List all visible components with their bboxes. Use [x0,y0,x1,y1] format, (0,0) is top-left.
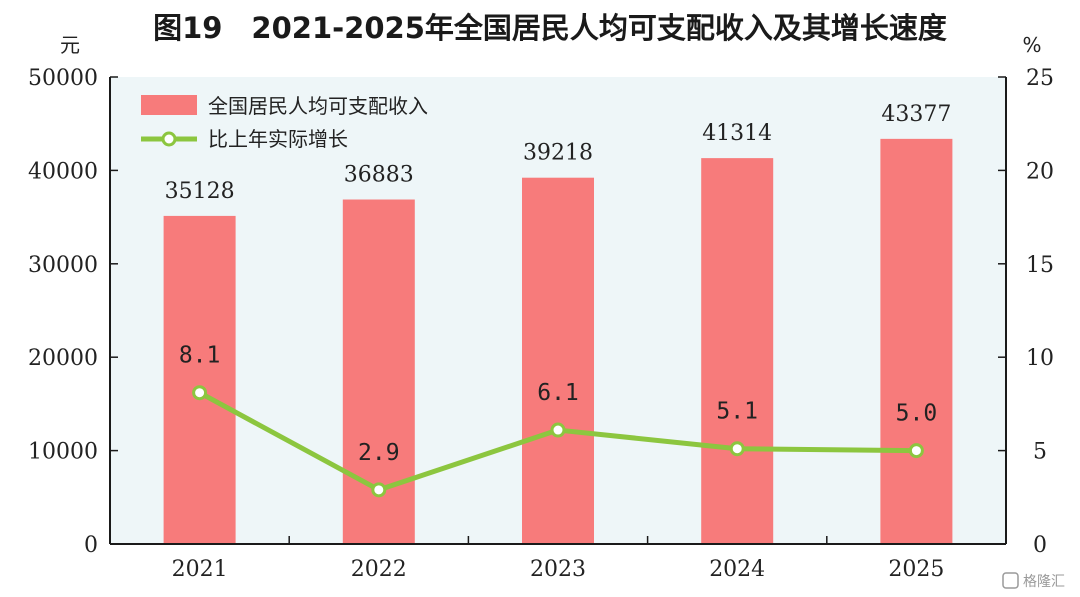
growth-point-label: 2.9 [358,440,400,466]
income-bar-label: 41314 [702,121,772,146]
growth-point [192,385,208,401]
right-tick-label: 5 [1033,440,1047,465]
growth-point [908,443,924,459]
right-tick-label: 0 [1033,533,1047,558]
left-tick-label: 30000 [28,253,98,278]
income-bar-label: 35128 [165,179,235,204]
watermark-text: 格隆汇 [1023,574,1065,590]
right-tick-label: 20 [1026,159,1054,184]
x-tick-label: 2023 [530,557,586,582]
growth-point-label: 5.0 [896,401,938,427]
right-axis-unit: % [1022,33,1041,57]
watermark-icon [1002,572,1019,589]
income-bar [880,138,953,544]
x-tick-label: 2021 [172,557,228,582]
legend: 全国居民人均可支配收入 比上年实际增长 [141,94,428,151]
legend-marker-growth [161,131,177,147]
left-axis-unit: 元 [60,33,80,57]
left-tick-label: 20000 [28,346,98,371]
legend-label-growth: 比上年实际增长 [208,127,348,151]
right-tick-label: 10 [1026,346,1054,371]
right-tick-label: 25 [1026,66,1054,91]
x-tick-label: 2025 [888,557,944,582]
x-tick-label: 2024 [709,557,765,582]
left-tick-label: 0 [84,533,98,558]
left-tick-label: 40000 [28,159,98,184]
income-bar-label: 36883 [344,163,414,188]
left-tick-label: 50000 [28,66,98,91]
income-bar-label: 43377 [881,102,951,127]
watermark: 格隆汇 [1002,572,1065,590]
income-bar [701,158,774,544]
growth-point-label: 6.1 [537,380,579,406]
legend-swatch-income [141,95,197,115]
growth-point-label: 8.1 [179,343,221,369]
chart-title: 图19 2021-2025年全国居民人均可支配收入及其增长速度 [153,11,947,45]
growth-point-label: 5.1 [716,399,758,425]
legend-label-income: 全国居民人均可支配收入 [208,94,428,118]
right-tick-label: 15 [1026,253,1054,278]
income-bar-label: 39218 [523,141,593,166]
growth-point [371,482,387,498]
growth-point [729,441,745,457]
x-tick-label: 2022 [351,557,407,582]
income-bar [163,215,236,544]
income-bar [522,177,594,545]
left-tick-label: 10000 [28,440,98,465]
growth-point [550,422,566,438]
